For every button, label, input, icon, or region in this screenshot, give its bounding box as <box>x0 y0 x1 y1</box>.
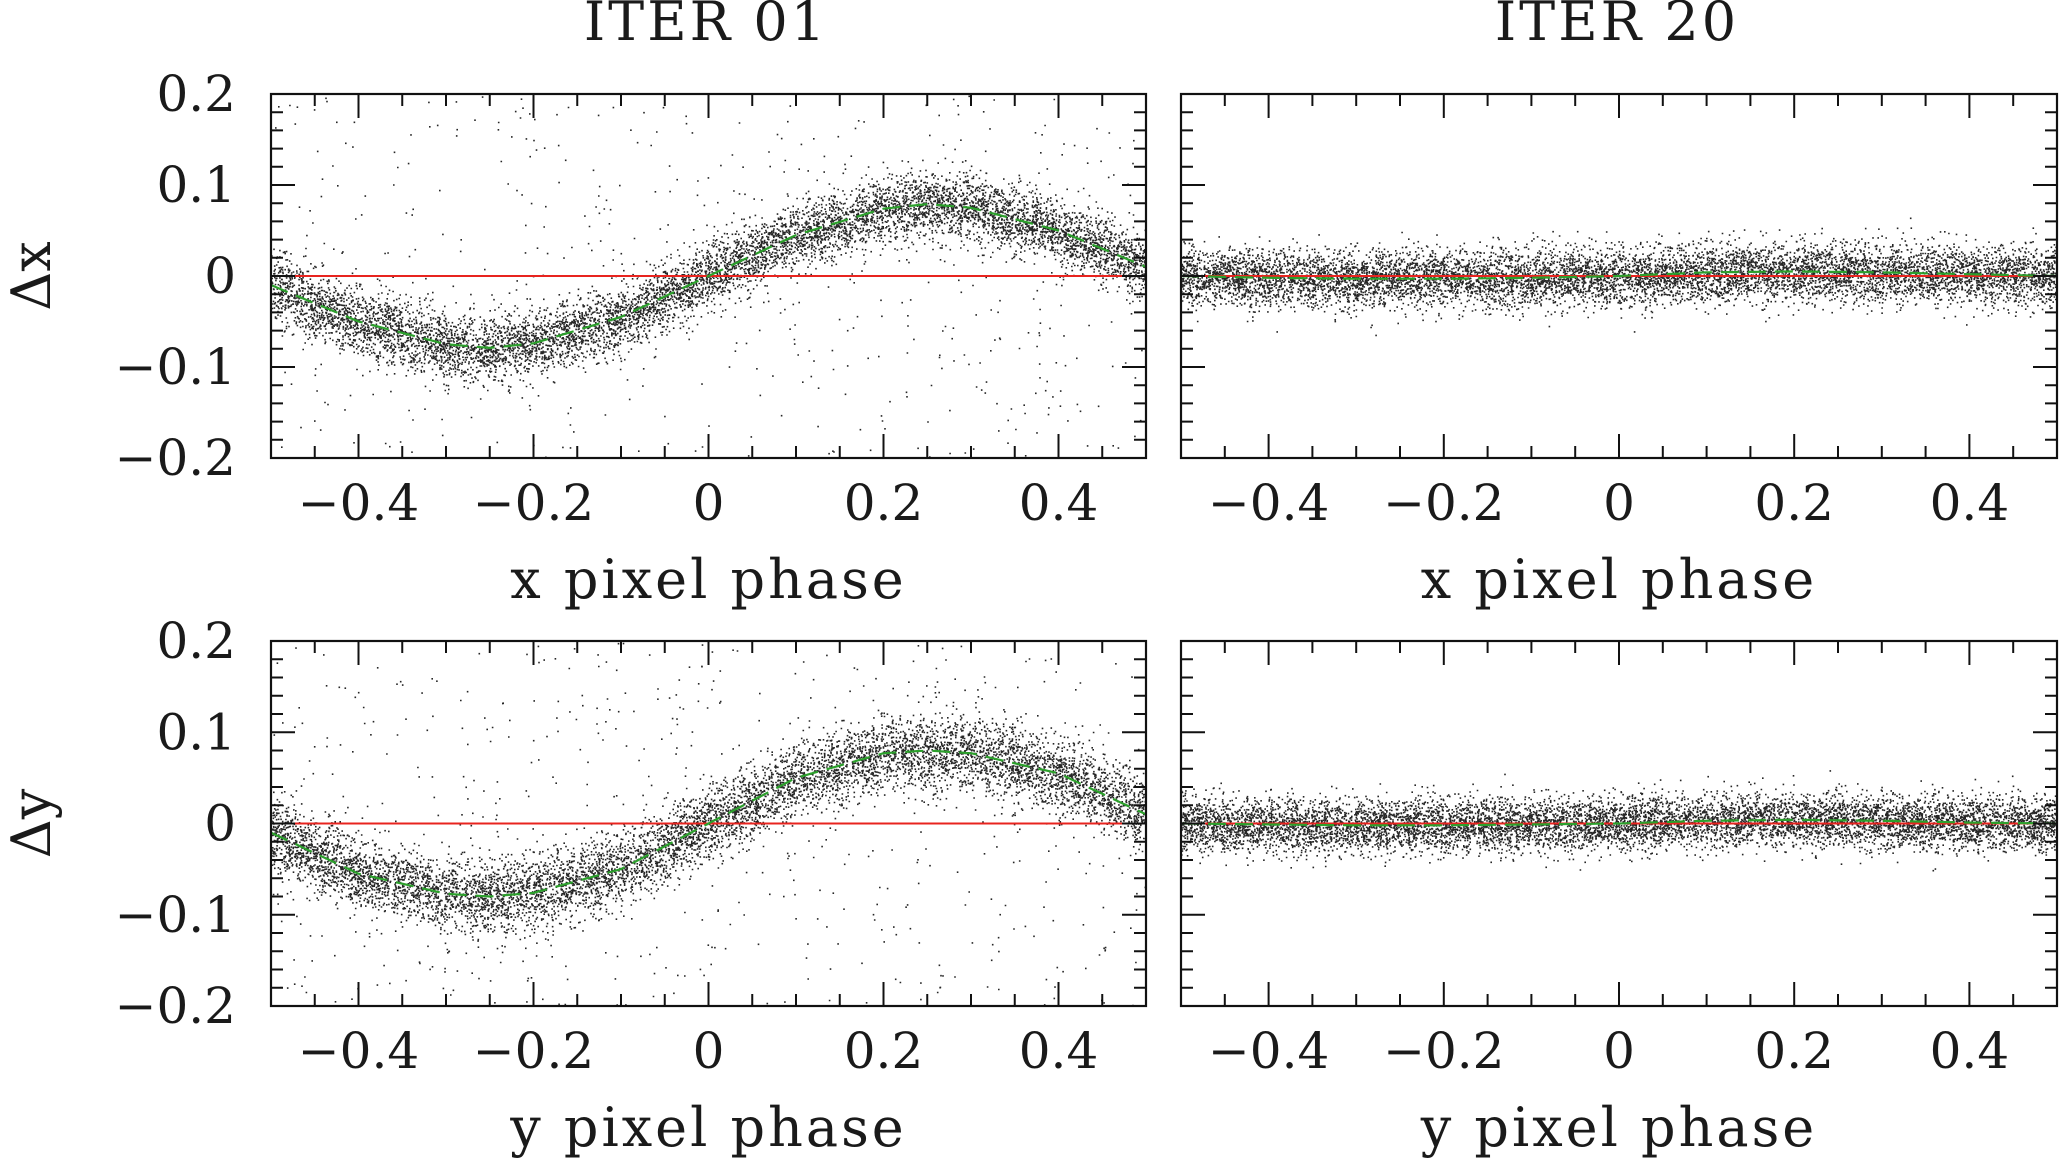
x-tick-label: −0.4 <box>298 474 419 532</box>
x-tick-label: 0.4 <box>1930 474 2010 532</box>
x-tick-label: 0.2 <box>844 474 924 532</box>
x-tick-label: 0 <box>1603 474 1635 532</box>
x-tick-label: 0.4 <box>1019 1022 1099 1080</box>
panels: −0.4 −0.2 0 0.2 0.4 0.2 0.1 0 −0.1 −0.2 x pixel ph… <box>0 65 2059 1159</box>
column-title-iter-20: ITER 20 <box>1495 0 1739 53</box>
x-tick-label: 0 <box>1603 1022 1635 1080</box>
axis-ticks <box>270 93 1147 459</box>
scatter-points <box>1181 768 2057 872</box>
x-tick-label: 0.2 <box>1754 474 1834 532</box>
y-tick-label: 0.1 <box>156 156 236 214</box>
scatter-points <box>271 642 1146 1006</box>
panel-bottom-right: −0.4 −0.2 0 0.2 0.4 y pixel phase <box>1179 639 2059 1159</box>
y-tick-label: 0.2 <box>156 612 236 670</box>
y-axis-label: Δx <box>0 241 63 310</box>
x-tick-label: 0.2 <box>844 1022 924 1080</box>
y-tick-label: 0.1 <box>156 703 236 761</box>
x-tick-label: 0 <box>693 1022 725 1080</box>
x-tick-label: −0.2 <box>473 474 594 532</box>
x-axis-label: x pixel phase <box>1421 548 1818 611</box>
scatter-points <box>271 95 1146 458</box>
y-tick-label: −0.2 <box>115 977 236 1035</box>
x-axis-label: y pixel phase <box>509 1096 907 1159</box>
x-tick-label: 0.2 <box>1754 1022 1834 1080</box>
panel-bottom-left: −0.4 −0.2 0 0.2 0.4 0.2 0.1 0 −0.1 −0.2 y pixel ph… <box>0 612 1148 1159</box>
axis-ticks <box>1180 93 2058 459</box>
x-tick-label: −0.4 <box>1208 474 1329 532</box>
x-tick-label: 0.4 <box>1019 474 1099 532</box>
fit-curve <box>1181 818 2057 827</box>
x-axis-label: x pixel phase <box>510 548 907 611</box>
y-tick-label: −0.1 <box>115 886 236 944</box>
y-tick-label: −0.1 <box>115 338 236 396</box>
axis-ticks <box>270 640 1147 1007</box>
x-tick-label: −0.2 <box>1383 1022 1504 1080</box>
y-tick-label: 0 <box>204 795 236 853</box>
y-tick-label: −0.2 <box>115 429 236 487</box>
y-tick-label: 0 <box>204 247 236 305</box>
y-tick-label: 0.2 <box>156 65 236 123</box>
x-tick-label: −0.2 <box>1383 474 1504 532</box>
x-tick-label: −0.4 <box>298 1022 419 1080</box>
column-title-iter-01: ITER 01 <box>584 0 828 53</box>
panel-top-left: −0.4 −0.2 0 0.2 0.4 0.2 0.1 0 −0.1 −0.2 x pixel ph… <box>0 65 1148 611</box>
x-tick-label: −0.4 <box>1208 1022 1329 1080</box>
fit-curve <box>271 202 1146 350</box>
fit-curve <box>1181 270 2057 280</box>
x-tick-label: 0.4 <box>1930 1022 2010 1080</box>
axis-ticks <box>1180 640 2058 1007</box>
x-tick-label: −0.2 <box>473 1022 594 1080</box>
x-tick-label: 0 <box>693 474 725 532</box>
panel-top-right: −0.4 −0.2 0 0.2 0.4 x pixel phase <box>1179 92 2059 611</box>
x-axis-label: y pixel phase <box>1420 1096 1818 1159</box>
y-axis-label: Δy <box>0 788 63 858</box>
fit-curve <box>271 749 1146 898</box>
